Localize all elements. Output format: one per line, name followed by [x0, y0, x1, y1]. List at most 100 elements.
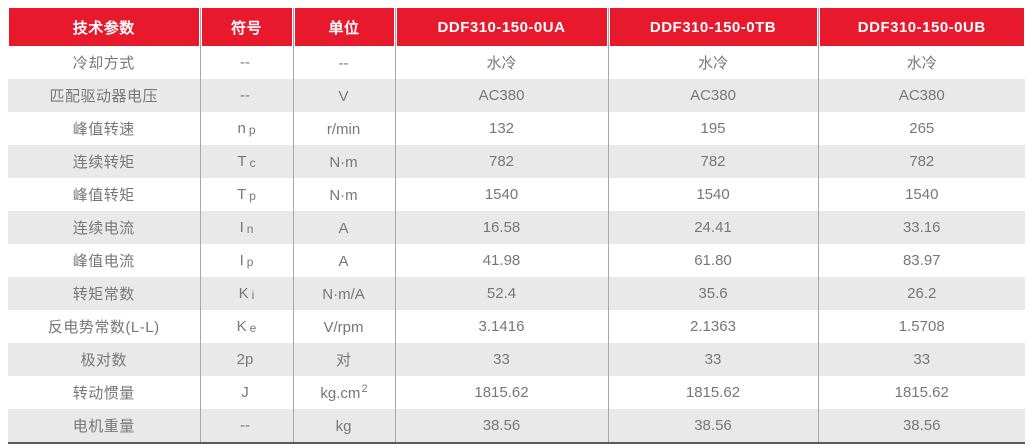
param-cell: 转动惯量: [8, 376, 201, 409]
symbol-subscript: i: [251, 288, 255, 302]
value-0tb-cell: 2.1363: [608, 310, 819, 343]
header-row: 技术参数 符号 单位 DDF310-150-0UA DDF310-150-0TB…: [8, 8, 1025, 46]
value-0tb-cell: 35.6: [608, 277, 819, 310]
symbol-main: 2p: [236, 351, 254, 368]
value-0tb-cell: 1540: [608, 178, 819, 211]
symbol-cell: --: [200, 409, 294, 443]
symbol-subscript: e: [249, 321, 257, 335]
column-header-symbol: 符号: [200, 8, 294, 46]
value-0ub-cell: 265: [818, 112, 1025, 145]
symbol-subscript: c: [249, 156, 256, 170]
column-header-model-0ub: DDF310-150-0UB: [818, 8, 1025, 46]
unit-main: N·m: [329, 187, 358, 204]
unit-cell: V/rpm: [293, 310, 396, 343]
unit-cell: N·m: [293, 145, 396, 178]
table-row: 极对数 2p 对 33 33 33: [8, 343, 1025, 376]
column-header-param: 技术参数: [8, 8, 201, 46]
param-cell: 峰值电流: [8, 244, 201, 277]
unit-cell: 对: [293, 343, 396, 376]
spec-table: 技术参数 符号 单位 DDF310-150-0UA DDF310-150-0TB…: [8, 8, 1025, 444]
param-cell: 冷却方式: [8, 46, 201, 79]
value-0tb-cell: 水冷: [608, 46, 819, 79]
param-cell: 峰值转矩: [8, 178, 201, 211]
symbol-main: K: [236, 318, 247, 335]
symbol-main: K: [238, 285, 249, 302]
column-header-unit: 单位: [293, 8, 396, 46]
value-0tb-cell: AC380: [608, 79, 819, 112]
value-0ua-cell: 1815.62: [395, 376, 609, 409]
symbol-subscript: p: [249, 189, 256, 203]
symbol-main: T: [237, 153, 247, 170]
value-0ub-cell: 782: [818, 145, 1025, 178]
unit-cell: --: [293, 46, 396, 79]
value-0ub-cell: 水冷: [818, 46, 1025, 79]
value-0ub-cell: 26.2: [818, 277, 1025, 310]
unit-main: V/rpm: [323, 319, 364, 336]
value-0ub-cell: 1540: [818, 178, 1025, 211]
value-0ub-cell: 1.5708: [818, 310, 1025, 343]
unit-main: N·m: [329, 154, 358, 171]
value-0ua-cell: 38.56: [395, 409, 609, 443]
symbol-main: --: [240, 54, 250, 71]
column-header-model-0tb: DDF310-150-0TB: [608, 8, 819, 46]
value-0ua-cell: 52.4: [395, 277, 609, 310]
unit-main: V: [338, 88, 349, 105]
value-0ub-cell: 33.16: [818, 211, 1025, 244]
value-0tb-cell: 1815.62: [608, 376, 819, 409]
unit-cell: kg: [293, 409, 396, 443]
unit-cell: N·m: [293, 178, 396, 211]
unit-cell: A: [293, 211, 396, 244]
table-row: 冷却方式 -- -- 水冷 水冷 水冷: [8, 46, 1025, 79]
value-0ua-cell: 16.58: [395, 211, 609, 244]
unit-main: A: [338, 253, 349, 270]
value-0ua-cell: 水冷: [395, 46, 609, 79]
unit-main: kg.cm: [320, 385, 361, 402]
unit-cell: kg.cm2: [293, 376, 396, 409]
value-0tb-cell: 782: [608, 145, 819, 178]
symbol-main: I: [239, 219, 244, 236]
unit-cell: r/min: [293, 112, 396, 145]
unit-cell: A: [293, 244, 396, 277]
symbol-main: I: [239, 252, 244, 269]
table-row: 匹配驱动器电压 -- V AC380 AC380 AC380: [8, 79, 1025, 112]
value-0tb-cell: 24.41: [608, 211, 819, 244]
unit-superscript: 2: [361, 383, 368, 395]
unit-main: --: [338, 55, 349, 72]
value-0ua-cell: 3.1416: [395, 310, 609, 343]
unit-main: N·m/A: [322, 286, 365, 303]
value-0tb-cell: 61.80: [608, 244, 819, 277]
symbol-main: n: [237, 120, 246, 137]
unit-main: r/min: [326, 121, 361, 138]
symbol-subscript: n: [246, 222, 254, 236]
unit-cell: N·m/A: [293, 277, 396, 310]
value-0ub-cell: 1815.62: [818, 376, 1025, 409]
param-cell: 转矩常数: [8, 277, 201, 310]
symbol-main: --: [240, 417, 250, 434]
value-0tb-cell: 38.56: [608, 409, 819, 443]
unit-main: A: [338, 220, 349, 237]
column-header-model-0ua: DDF310-150-0UA: [395, 8, 609, 46]
table-row: 转动惯量 J kg.cm2 1815.62 1815.62 1815.62: [8, 376, 1025, 409]
value-0tb-cell: 195: [608, 112, 819, 145]
value-0ua-cell: 782: [395, 145, 609, 178]
param-cell: 极对数: [8, 343, 201, 376]
value-0ub-cell: 33: [818, 343, 1025, 376]
symbol-subscript: p: [248, 123, 256, 137]
value-0ua-cell: 1540: [395, 178, 609, 211]
unit-main: 对: [335, 352, 351, 369]
param-cell: 电机重量: [8, 409, 201, 443]
param-cell: 匹配驱动器电压: [8, 79, 201, 112]
value-0tb-cell: 33: [608, 343, 819, 376]
value-0ua-cell: AC380: [395, 79, 609, 112]
param-cell: 反电势常数(L-L): [8, 310, 201, 343]
